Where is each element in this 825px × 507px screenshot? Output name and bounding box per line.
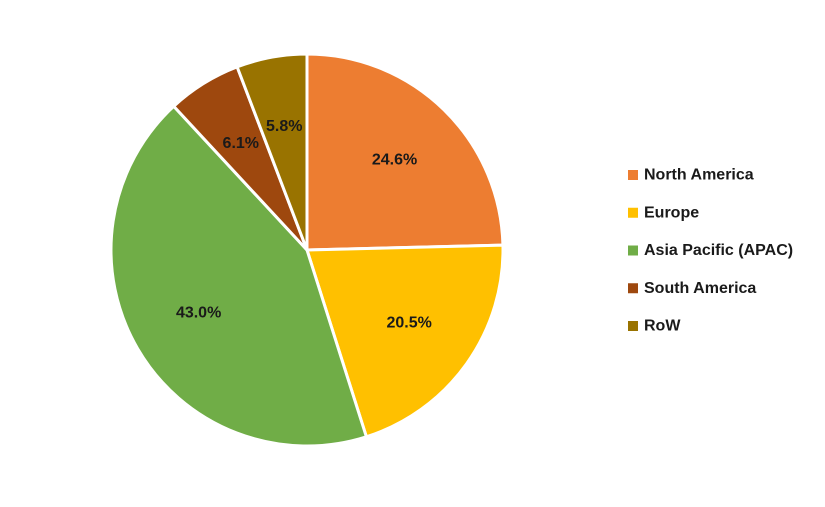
pie-slice-north-america [305, 52, 505, 252]
legend-item-europe: Europe [628, 204, 699, 221]
legend-label-row: RoW [644, 318, 681, 335]
legend-item-asia-pacific-apac: Asia Pacific (APAC) [628, 242, 793, 259]
legend: North America Europe Asia Pacific (APAC) So… [628, 167, 793, 335]
legend-item-south-america: South America [628, 280, 756, 297]
pie-slice-asia-pacific-apac [109, 104, 368, 448]
data-label-asia-pacific-apac: 43.0% [176, 305, 221, 322]
legend-item-row: RoW [628, 318, 681, 335]
legend-swatch-asia-pacific-apac [628, 245, 638, 256]
data-label-europe: 20.5% [386, 314, 431, 331]
legend-label-south-america: South America [644, 280, 756, 297]
legend-swatch-south-america [628, 283, 638, 294]
data-label-row: 5.8% [266, 118, 302, 135]
legend-item-north-america: North America [628, 167, 754, 184]
data-label-north-america: 24.6% [372, 152, 417, 169]
data-label-south-america: 6.1% [223, 135, 259, 152]
legend-swatch-north-america [628, 170, 638, 180]
legend-swatch-row [628, 321, 638, 331]
legend-swatch-europe [628, 207, 638, 218]
slice-labels: 24.6% 20.5% 43.0% 6.1% 5.8% [176, 118, 432, 331]
legend-label-europe: Europe [644, 204, 699, 221]
pie-slices [109, 52, 505, 448]
pie-slice-row [235, 52, 309, 252]
legend-label-asia-pacific-apac: Asia Pacific (APAC) [644, 242, 793, 259]
pie-slice-europe [305, 243, 505, 439]
legend-label-north-america: North America [644, 167, 754, 184]
